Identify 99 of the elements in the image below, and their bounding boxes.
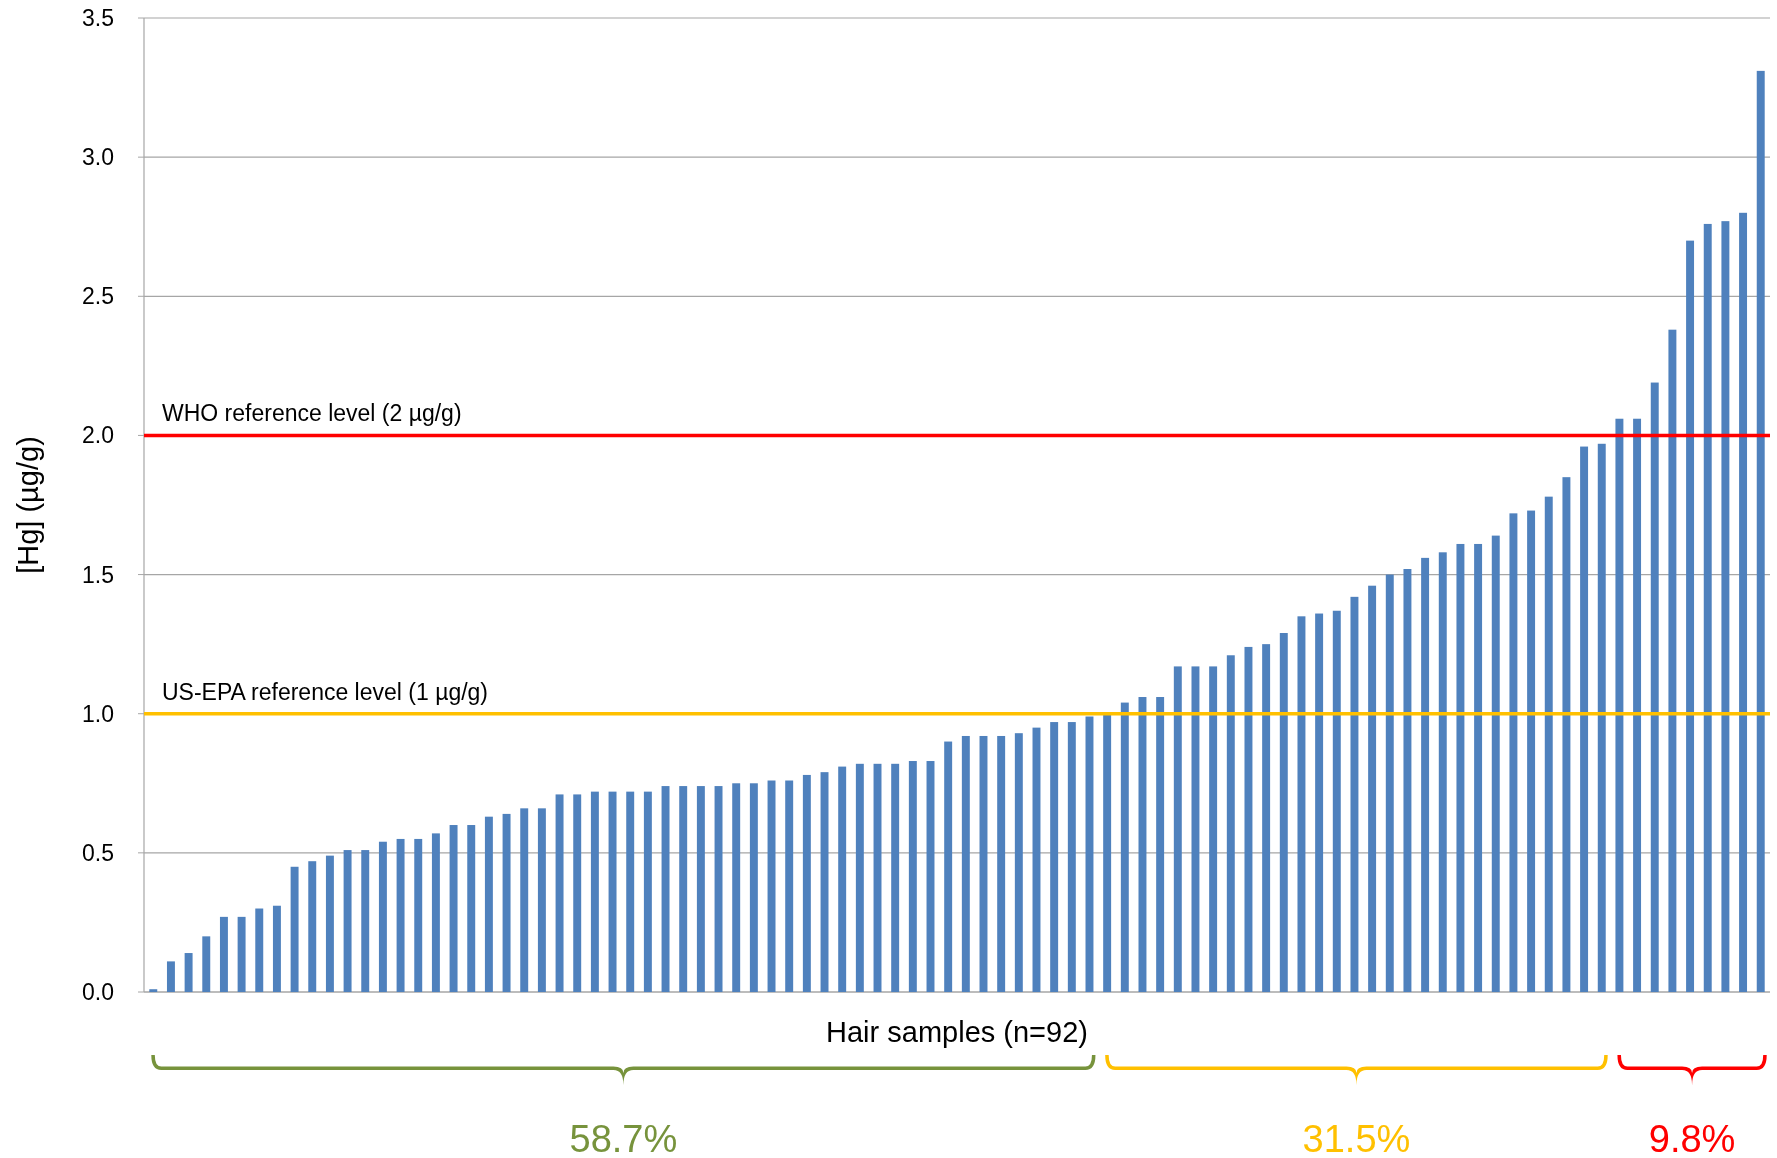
bar xyxy=(802,774,811,992)
bar xyxy=(520,808,529,992)
bar xyxy=(1209,666,1218,992)
bar xyxy=(537,808,546,992)
y-axis-title: [Hg] (µg/g) xyxy=(12,436,44,574)
bar xyxy=(1403,569,1412,992)
text: 31.5% xyxy=(1302,1118,1411,1158)
bar xyxy=(202,936,211,992)
bar xyxy=(361,850,370,992)
bar xyxy=(1368,585,1377,992)
bar xyxy=(484,816,493,992)
y-tick-label: 1.5 xyxy=(82,561,114,588)
bar xyxy=(255,908,264,992)
bar xyxy=(1615,418,1624,992)
ref-line-label: US-EPA reference level (1 µg/g) xyxy=(162,678,489,705)
bar xyxy=(1385,574,1394,992)
bar xyxy=(1297,616,1306,992)
y-tick-label: 2.0 xyxy=(82,422,114,449)
bar xyxy=(378,841,387,992)
bar xyxy=(555,794,564,992)
bar xyxy=(467,825,476,992)
bar xyxy=(714,786,723,992)
x-axis-title: Hair samples (n=92) xyxy=(826,1016,1088,1048)
bar xyxy=(573,794,582,992)
bar xyxy=(608,791,617,992)
bar xyxy=(785,780,794,992)
bar xyxy=(1633,418,1642,992)
bar xyxy=(1014,733,1023,992)
bar xyxy=(502,813,511,992)
bar xyxy=(1668,329,1677,992)
bar xyxy=(1527,510,1536,992)
bar xyxy=(961,735,970,992)
bar xyxy=(1597,443,1606,992)
bar xyxy=(414,838,423,992)
bar xyxy=(590,791,599,992)
bar xyxy=(237,916,246,992)
bar xyxy=(325,855,334,992)
bar xyxy=(1686,240,1695,992)
bar xyxy=(166,961,175,992)
bar xyxy=(1120,702,1129,992)
bar xyxy=(732,783,741,992)
bar xyxy=(908,761,917,992)
bar xyxy=(308,861,317,992)
bar xyxy=(219,916,228,992)
bar xyxy=(944,741,953,992)
bar xyxy=(449,825,458,992)
bar xyxy=(1262,644,1271,992)
bar xyxy=(431,833,440,992)
bar xyxy=(1067,722,1076,992)
bar xyxy=(661,786,670,992)
bar xyxy=(1544,496,1553,992)
bar xyxy=(1156,697,1165,992)
bar xyxy=(1456,543,1465,992)
bar xyxy=(1173,666,1182,992)
bar xyxy=(1650,382,1659,992)
y-tick-label: 0.0 xyxy=(82,979,114,1006)
bar xyxy=(1191,666,1200,992)
bar xyxy=(626,791,635,992)
bar xyxy=(1315,613,1324,992)
bar xyxy=(838,766,847,992)
bar xyxy=(272,905,281,992)
text: 9.8% xyxy=(1648,1118,1736,1158)
bar xyxy=(643,791,652,992)
bar xyxy=(343,850,352,992)
bar xyxy=(396,838,405,992)
bar xyxy=(149,989,158,992)
bar xyxy=(290,866,299,992)
bar xyxy=(997,735,1006,992)
ref-line-label: WHO reference level (2 µg/g) xyxy=(162,400,462,427)
bar xyxy=(1438,552,1447,992)
bar xyxy=(679,786,688,992)
bar xyxy=(855,763,864,992)
bar xyxy=(184,953,193,992)
bar xyxy=(1474,543,1483,992)
y-tick-label: 3.0 xyxy=(82,144,114,171)
bar xyxy=(891,763,900,992)
bar xyxy=(1580,446,1589,992)
bar xyxy=(1332,610,1341,992)
bar xyxy=(1244,646,1253,992)
bar xyxy=(1350,596,1359,992)
bar xyxy=(1562,477,1571,992)
bar xyxy=(1279,633,1288,992)
bar xyxy=(1226,655,1235,992)
bar xyxy=(1721,221,1730,992)
text: 58.7% xyxy=(569,1118,678,1158)
bar xyxy=(749,783,758,992)
bar xyxy=(1050,722,1059,992)
bar xyxy=(1103,713,1112,992)
bar xyxy=(1491,535,1500,992)
bar xyxy=(1421,557,1430,992)
y-tick-label: 3.5 xyxy=(82,5,114,32)
bar xyxy=(1509,513,1518,992)
bar xyxy=(1703,223,1712,992)
y-tick-label: 0.5 xyxy=(82,839,114,866)
y-tick-label: 2.5 xyxy=(82,283,114,310)
bar xyxy=(1739,212,1748,992)
bar xyxy=(696,786,705,992)
bar xyxy=(1756,70,1765,992)
y-tick-label: 1.0 xyxy=(82,700,114,727)
